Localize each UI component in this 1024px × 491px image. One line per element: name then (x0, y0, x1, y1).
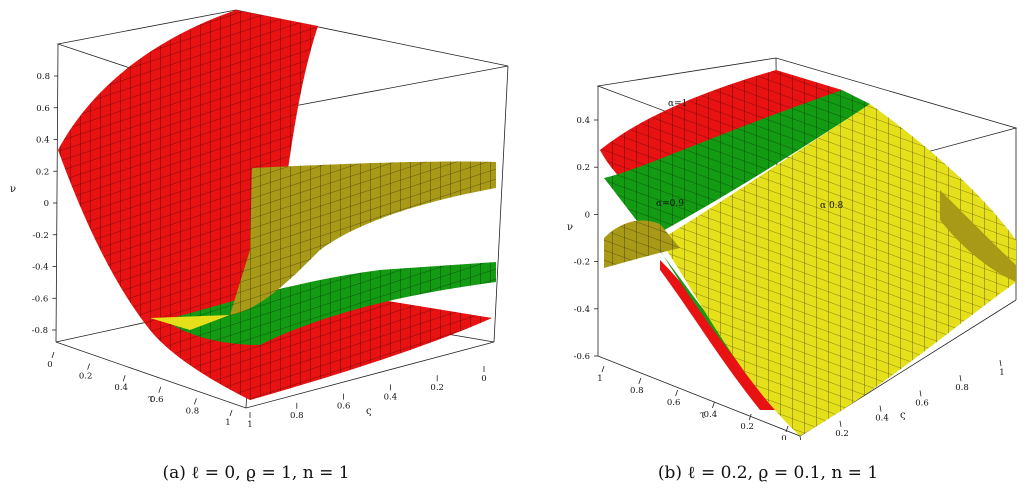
b-z-axis-tick-label: 0.2 (576, 163, 590, 173)
panel-b-surface-yellow (604, 104, 1016, 436)
b-tau-axis-tick-mark (748, 413, 752, 421)
panel-a-zeta-axis-label: ς (366, 406, 372, 417)
panel-a-zeta-axis: 1 0.8 0.6 0.4 0.2 0 (247, 366, 487, 430)
a-tau-axis-tick-mark (194, 398, 197, 405)
a-zeta-axis-tick-label: 1 (247, 420, 252, 430)
b-tau-axis-tick-label: 0.2 (740, 422, 754, 432)
panel-b-z-axis: 0.4 0.2 0 -0.2 -0.4 -0.6 (574, 116, 598, 362)
panel-b-z-axis-label: ν (567, 222, 573, 233)
b-tau-axis-tick-mark (601, 365, 605, 373)
a-z-axis-tick-label: 0.4 (36, 136, 50, 146)
panel-b-tau-axis: 1 0.8 0.6 0.4 0.2 0 (597, 365, 789, 444)
panel-b-surface-label-alpha-0.8: α 0.8 (820, 201, 844, 211)
panel-a-tau-axis: 0 0.2 0.4 0.6 0.8 1 (47, 351, 233, 428)
a-tau-axis-tick-mark (158, 386, 162, 393)
a-tau-axis-tick-mark (87, 363, 90, 370)
panel-a-z-axis-label: ν (10, 184, 16, 195)
a-zeta-axis-tick-label: 0.2 (430, 383, 444, 393)
a-z-axis-tick-label: 0.2 (36, 167, 50, 177)
b-zeta-axis-tick-label: 0 (799, 444, 804, 454)
panel-a-surface-olive (150, 161, 496, 330)
b-tau-axis-tick-label: 1 (597, 374, 602, 384)
panel-b-surface-label-alpha-1: α=1 (668, 99, 687, 109)
b-zeta-axis-tick-label: 0.8 (955, 383, 969, 393)
b-zeta-axis-tick-mark (799, 435, 802, 440)
panel-a-surface-green (165, 262, 496, 345)
a-tau-axis-tick-label: 0.8 (186, 406, 200, 416)
panel-b-tau-axis-label: τ (700, 410, 706, 421)
a-tau-axis-tick-mark (122, 375, 126, 382)
a-zeta-axis-tick-label: 0.4 (384, 392, 398, 402)
b-z-axis-tick-label: 0.4 (576, 116, 590, 126)
a-z-axis-tick-label: -0.6 (32, 294, 48, 304)
panel-a: 0.8 0.6 0.4 0.2 0 -0.2 -0.4 -0.6 -0.8 0 0.2 0.4 0.6… (10, 9, 509, 430)
b-z-axis-tick-label: 0 (585, 210, 590, 220)
panel-a-z-axis: 0.8 0.6 0.4 0.2 0 -0.2 -0.4 -0.6 -0.8 (32, 72, 58, 336)
panel-b-caption: (b) ℓ = 0.2, ϱ = 0.1, n = 1 (658, 463, 878, 483)
a-tau-axis-tick-label: 0 (47, 360, 52, 370)
panel-b-zeta-axis-label: ς (900, 410, 906, 421)
a-z-axis-tick-label: 0.6 (36, 104, 50, 114)
b-zeta-axis-tick-label: 0.2 (835, 429, 849, 439)
b-z-axis-tick-label: -0.2 (574, 258, 590, 268)
b-tau-axis-tick-mark (675, 389, 678, 397)
a-tau-axis-tick-mark (51, 351, 55, 359)
b-zeta-axis-tick-label: 0.6 (915, 398, 929, 408)
panel-b-surface-label-alpha-0.9: α=0.9 (656, 199, 684, 209)
b-zeta-axis-tick-mark (879, 405, 882, 412)
a-tau-axis-tick-label: 0.4 (114, 383, 128, 393)
b-tau-axis-tick-mark (638, 377, 642, 385)
a-zeta-axis-tick-label: 0.8 (290, 411, 304, 421)
b-tau-axis-tick-label: 0.8 (630, 386, 644, 396)
a-z-axis-tick-label: 0.8 (36, 72, 50, 82)
panel-b-zeta-axis: 0 0.2 0.4 0.6 0.8 1 (799, 359, 1005, 454)
a-tau-axis-tick-label: 0.2 (79, 372, 93, 382)
a-tau-axis-tick-mark (229, 409, 233, 417)
panel-a-caption: (a) ℓ = 0, ϱ = 1, n = 1 (162, 463, 349, 483)
b-zeta-axis-tick-label: 0.4 (875, 414, 889, 424)
b-zeta-axis-tick-label: 1 (999, 368, 1004, 378)
a-z-axis-tick-label: 0 (44, 199, 49, 209)
b-z-axis-tick-label: -0.6 (574, 352, 590, 362)
b-zeta-axis-tick-mark (919, 390, 922, 397)
b-zeta-axis-tick-mark (839, 420, 842, 427)
a-zeta-axis-tick-label: 0 (481, 374, 486, 384)
a-z-axis-tick-label: -0.2 (32, 231, 48, 241)
panel-b: α=1 α=0.9 α 0.8 0.4 0.2 0 -0.2 -0.4 -0.6 1 0.8… (567, 57, 1018, 454)
a-tau-axis-tick-label: 0.6 (150, 395, 164, 405)
b-zeta-axis-tick-mark (959, 375, 962, 382)
b-z-axis-tick-label: -0.4 (574, 305, 590, 315)
a-zeta-axis-tick-label: 0.6 (337, 402, 351, 412)
a-tau-axis-tick-label: 1 (225, 418, 230, 428)
b-tau-axis-tick-label: 0.4 (704, 410, 718, 420)
a-z-axis-tick-label: -0.8 (32, 326, 48, 336)
panel-a-tau-axis-label: τ (148, 394, 154, 405)
b-tau-axis-tick-mark (712, 401, 715, 409)
b-tau-axis-tick-label: 0.6 (667, 398, 681, 408)
b-tau-axis-tick-label: 0 (781, 434, 786, 444)
a-z-axis-tick-label: -0.4 (32, 263, 48, 273)
b-tau-axis-tick-mark (785, 425, 789, 433)
b-zeta-axis-tick-mark (999, 359, 1002, 367)
